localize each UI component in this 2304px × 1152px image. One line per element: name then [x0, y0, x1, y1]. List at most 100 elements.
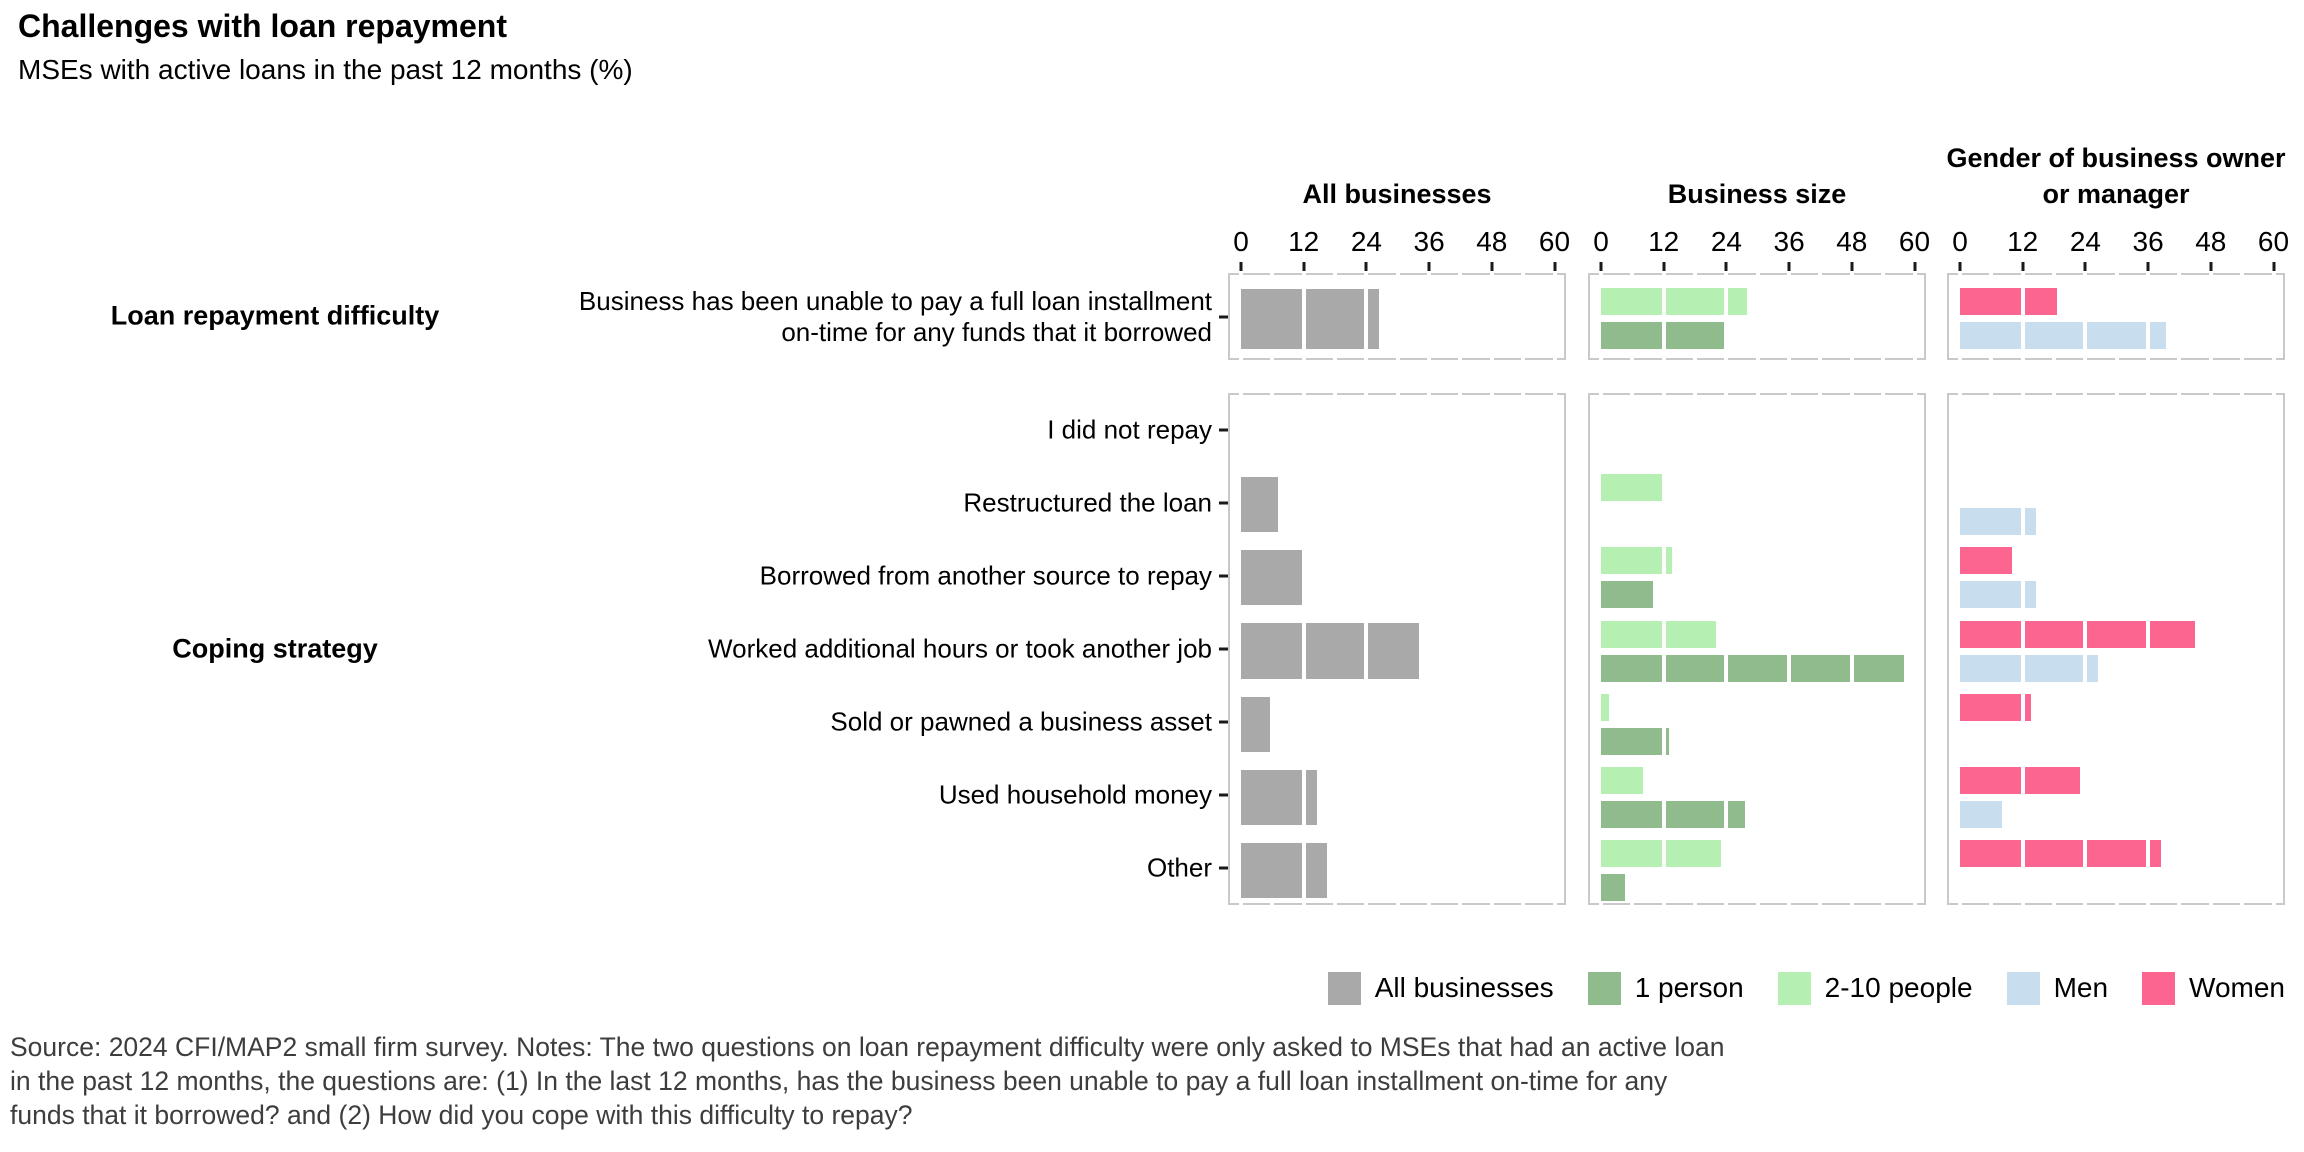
gridline-minor-notch: [2114, 391, 2119, 397]
gridline-minor-notch: [2020, 901, 2025, 907]
x-axis-tick-mark: [1958, 262, 1962, 273]
gridline-minor-notch: [2240, 901, 2245, 907]
bar-2-10-people-1: [1601, 474, 1664, 502]
x-axis-tick-label: 48: [1836, 226, 1868, 257]
gridline-major: [1724, 393, 1729, 905]
gridline-major: [1301, 393, 1306, 905]
bar-women-0: [1960, 288, 2057, 315]
legend: All businesses 1 person 2-10 people Men Wome…: [1327, 962, 2285, 1014]
y-axis-label-worked-additional-hours-or-took-another-: Worked additional hours or took another …: [532, 634, 1212, 665]
gridline-minor-notch: [1301, 901, 1306, 907]
legend-label: Men: [2053, 972, 2109, 1003]
y-axis-tick-mark: [1219, 866, 1228, 870]
legend-item-all-businesses: All businesses: [1327, 971, 1554, 1005]
y-axis-tick-mark: [1219, 574, 1228, 578]
gridline-minor-notch: [1989, 391, 1994, 397]
gridline-minor-notch: [1270, 271, 1275, 277]
gridline-minor-notch: [2177, 271, 2182, 277]
bar-1-person-2: [1601, 581, 1654, 609]
gridline-minor-notch: [2052, 271, 2057, 277]
y-axis-label-line: on-time for any funds that it borrowed: [781, 316, 1212, 347]
y-axis-label-business-has-been-unable-to-pay-a-full-l: Business has been unable to pay a full l…: [532, 286, 1212, 348]
y-axis-label-line: Borrowed from another source to repay: [759, 560, 1212, 591]
gridline-minor-notch: [1458, 271, 1463, 277]
gridline-minor-notch: [2271, 356, 2276, 362]
gridline-minor-notch: [1693, 356, 1698, 362]
gridline-minor-notch: [1364, 356, 1369, 362]
gridline-major: [2020, 273, 2025, 360]
gridline-minor-notch: [2177, 391, 2182, 397]
y-axis-tick-mark: [1219, 647, 1228, 651]
gridline-minor-notch: [1333, 271, 1338, 277]
bar-all-businesses-4: [1241, 696, 1270, 752]
gridline-minor-notch: [1661, 901, 1666, 907]
gridline-minor-notch: [1270, 391, 1275, 397]
gridline-minor-notch: [1395, 391, 1400, 397]
gridline-minor-notch: [1395, 901, 1400, 907]
gridline-major: [1489, 393, 1494, 905]
x-axis-tick-mark: [1427, 262, 1431, 273]
gridline-minor-notch: [1270, 356, 1275, 362]
gridline-major: [2083, 393, 2088, 905]
gridline-minor-notch: [1724, 391, 1729, 397]
gridline-minor-notch: [1270, 901, 1275, 907]
bar-men-3: [1960, 654, 2099, 682]
legend-item-women: Women: [2142, 971, 2285, 1005]
gridline-minor-notch: [1989, 901, 1994, 907]
gridline-minor-notch: [1661, 391, 1666, 397]
gridline-minor-notch: [2271, 391, 2276, 397]
column-header-all-businesses: All businesses: [1302, 179, 1492, 209]
gridline-minor-notch: [1395, 271, 1400, 277]
gridline-minor-notch: [1427, 271, 1432, 277]
gridline-major: [1489, 273, 1494, 360]
gridline-minor-notch: [1724, 356, 1729, 362]
panel-coping-strategy-all-businesses: [1228, 391, 1566, 907]
x-axis-tick-mark: [2272, 262, 2275, 273]
gridline-minor-notch: [1849, 271, 1854, 277]
y-axis-label-line: Used household money: [938, 779, 1212, 810]
gridline-minor-notch: [1364, 271, 1369, 277]
gridline-minor-notch: [1693, 901, 1698, 907]
legend-item-1-person: 1 person: [1587, 971, 1744, 1005]
y-axis-label-used-household-money: Used household money: [532, 780, 1212, 811]
gridline-minor-notch: [1552, 356, 1557, 362]
gridline-minor-notch: [2083, 271, 2088, 277]
gridline-minor-notch: [1849, 901, 1854, 907]
x-axis-tick-mark: [1662, 262, 1666, 273]
gridline-minor-notch: [2020, 356, 2025, 362]
gridline-minor-notch: [1333, 901, 1338, 907]
gridline-major: [1364, 273, 1369, 360]
x-axis-tick-label: 24: [1710, 226, 1742, 257]
gridline-minor-notch: [2052, 901, 2057, 907]
facet-label-loan-repayment-difficulty: Loan repayment difficulty: [110, 300, 440, 331]
x-axis-tick-label: 12: [1288, 226, 1320, 257]
legend-label: All businesses: [1374, 972, 1554, 1003]
gridline-minor-notch: [2083, 356, 2088, 362]
bar-2-10-people-0: [1601, 288, 1748, 315]
legend-item-2-10-people: 2-10 people: [1777, 971, 1973, 1005]
x-axis-tick-label: 36: [1413, 226, 1445, 257]
y-axis-tick-mark: [1219, 501, 1228, 505]
gridline-minor-notch: [2208, 271, 2213, 277]
gridline-minor-notch: [1787, 901, 1792, 907]
source-note-line: in the past 12 months, the questions are…: [10, 1066, 1668, 1096]
gridline-major: [1301, 273, 1306, 360]
bar-1-person-5: [1601, 800, 1745, 828]
gridline-minor-notch: [2020, 271, 2025, 277]
gridline-minor-notch: [1787, 391, 1792, 397]
panel-loan-repayment-difficulty-gender-of-business-owner-or-manager: [1947, 271, 2285, 362]
y-axis-tick-mark: [1219, 428, 1228, 432]
gridline-minor-notch: [1912, 271, 1917, 277]
gridline-major: [2208, 393, 2213, 905]
gridline-minor-notch: [1301, 271, 1306, 277]
gridline-minor-notch: [1818, 356, 1823, 362]
bar-women-2: [1960, 547, 2013, 575]
gridline-major: [2020, 393, 2025, 905]
gridline-major: [1912, 393, 1917, 905]
x-axis-tick-label: 60: [2257, 226, 2290, 257]
bar-1-person-3: [1601, 654, 1905, 682]
gridline-minor-notch: [1849, 356, 1854, 362]
column-header-gender-of-business-owner-or-manager: Gender of business owner or manager: [1946, 143, 2286, 209]
gridline-minor-notch: [1724, 271, 1729, 277]
bar-1-person-4: [1601, 727, 1669, 755]
